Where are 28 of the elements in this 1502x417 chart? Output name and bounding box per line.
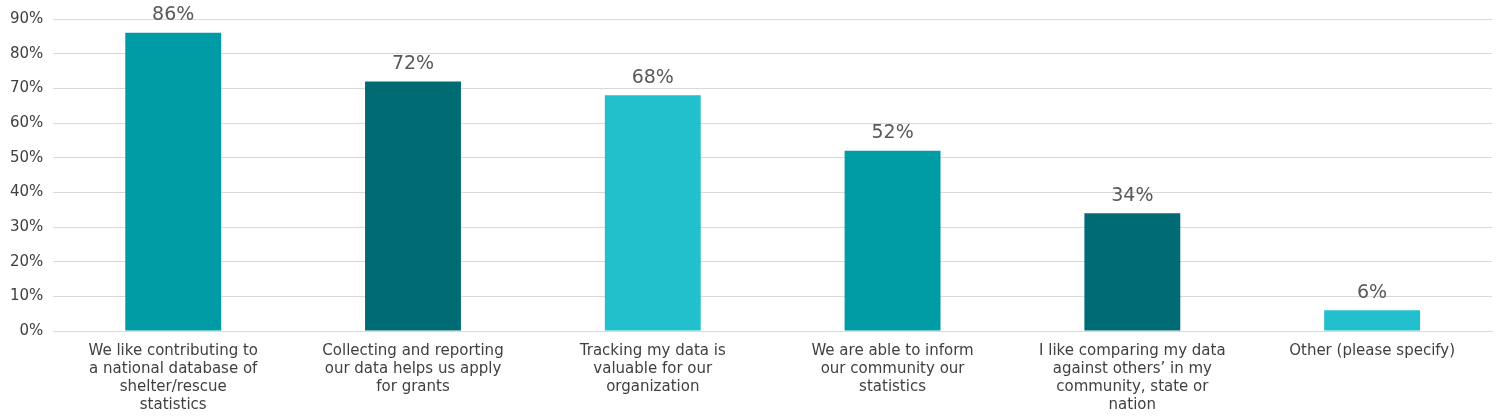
x-tick-label: We like contributing to a national database of shelter/rescue statistics — [88, 340, 259, 413]
data-label: 86% — [152, 2, 195, 25]
x-tick-label: We are able to inform our community our statistics — [811, 340, 974, 395]
data-label: 34% — [1111, 182, 1154, 205]
bar — [1324, 310, 1421, 331]
data-label: 6% — [1357, 279, 1388, 302]
y-tick-label: 80% — [10, 43, 44, 62]
bar — [125, 32, 222, 331]
y-tick-label: 20% — [10, 251, 44, 270]
y-tick-label: 50% — [10, 147, 44, 166]
bar — [604, 95, 701, 331]
data-label: 72% — [391, 50, 435, 73]
data-label: 52% — [871, 120, 914, 143]
bar — [844, 150, 941, 331]
y-tick-label: 60% — [10, 112, 44, 131]
y-tick-label: 40% — [10, 182, 44, 201]
x-tick-label: Other (please specify) — [1289, 340, 1456, 359]
y-tick-label: 30% — [10, 216, 44, 235]
x-tick-label: I like comparing my data against others’ in my community, state or nation — [1039, 340, 1226, 413]
x-tick-label: Tracking my data is valuable for our organization — [578, 340, 726, 395]
bar — [365, 81, 461, 331]
bar — [1084, 213, 1181, 331]
y-tick-label: 70% — [10, 78, 44, 97]
y-tick-label: 90% — [10, 8, 44, 27]
y-tick-label: 0% — [19, 320, 44, 339]
data-label: 68% — [631, 64, 674, 87]
y-tick-label: 10% — [10, 286, 44, 305]
x-tick-label: Collecting and reporting our data helps us apply for grants — [322, 340, 504, 395]
